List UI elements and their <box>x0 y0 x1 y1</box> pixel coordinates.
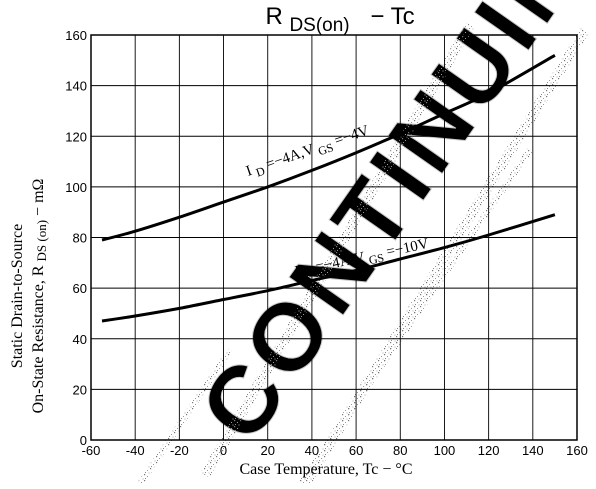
series-1-label-v-sub: GS <box>316 140 335 158</box>
y-tick-labels: 0 20 40 60 80 100 120 140 160 <box>65 28 87 448</box>
series-1-line <box>101 53 556 242</box>
title-suffix: − Tc <box>370 3 414 30</box>
grid <box>91 35 577 440</box>
x-tick-label: 60 <box>349 443 363 458</box>
series-2-label-v-sub: GS <box>367 250 385 267</box>
x-tick-label: 140 <box>522 443 544 458</box>
y-tick-label: 20 <box>73 382 87 397</box>
x-tick-label: 160 <box>566 443 588 458</box>
plot-frame <box>90 34 578 441</box>
watermark-stripe <box>137 348 233 486</box>
chart-title: R DS(on) − Tc <box>265 3 414 37</box>
watermark-stripe <box>297 148 533 486</box>
y-tick-label: 40 <box>73 332 87 347</box>
x-tick-label: 0 <box>220 443 227 458</box>
series-1-label-mid: =−4A,V <box>264 141 316 172</box>
y-tick-label: 80 <box>73 231 87 246</box>
y-tick-label: 0 <box>80 433 87 448</box>
title-prefix: R <box>265 3 282 30</box>
y-tick-label: 140 <box>65 79 87 94</box>
x-tick-label: 100 <box>434 443 456 458</box>
x-axis-label: Case Temperature, Tc − °C <box>240 461 413 478</box>
x-tick-labels: -60 -40 -20 0 20 40 60 80 100 120 140 160 <box>82 443 588 458</box>
x-tick-label: -40 <box>126 443 145 458</box>
x-tick-label: 40 <box>305 443 319 458</box>
x-tick-label: 120 <box>478 443 500 458</box>
y-axis-label-line-1: Static Drain-to-Source <box>9 224 26 368</box>
y-axis-label-prefix: On-State Resistance, R <box>30 265 47 413</box>
series-2-label-i: I <box>294 263 302 280</box>
y-tick-label: 120 <box>65 129 87 144</box>
y-tick-label: 60 <box>73 281 87 296</box>
x-tick-label: 80 <box>393 443 407 458</box>
x-tick-label: -20 <box>170 443 189 458</box>
series-2-line <box>101 213 556 323</box>
series-lines <box>101 53 556 323</box>
series-1-label-i: I <box>244 163 254 180</box>
y-axis-label-line-2: On-State Resistance, R DS (on) − mΩ <box>30 178 50 413</box>
watermark-stripe <box>200 22 475 478</box>
y-tick-label: 100 <box>65 180 87 195</box>
y-axis-label-suffix: − mΩ <box>30 178 47 215</box>
y-axis-label-subscript: DS (on) <box>34 220 49 262</box>
series-1-label-i-sub: D <box>254 164 267 180</box>
title-subscript: DS(on) <box>289 15 349 36</box>
x-tick-label: 20 <box>260 443 274 458</box>
y-tick-label: 160 <box>65 28 87 43</box>
series-2-label-i-sub: D <box>303 265 315 281</box>
x-tick-label: -60 <box>82 443 101 458</box>
